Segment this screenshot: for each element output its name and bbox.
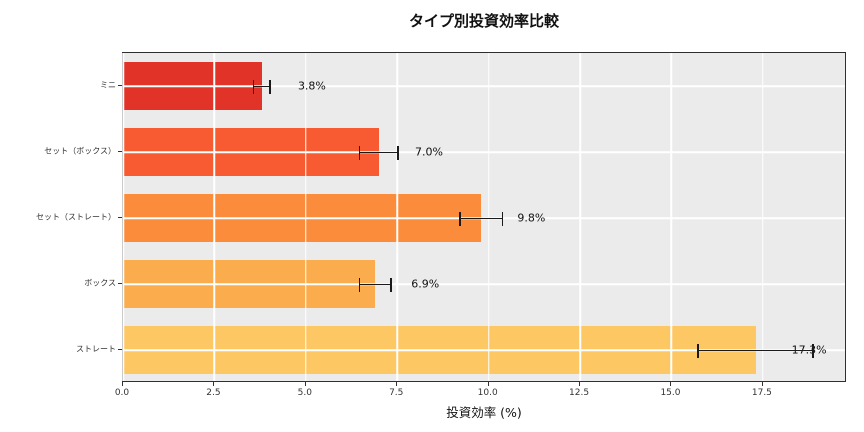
x-tick-mark [761, 382, 763, 386]
horizontal-gridline [123, 349, 845, 351]
bar-value-label: 3.8% [297, 79, 326, 93]
chart-title: タイプ別投資効率比較 [408, 12, 559, 30]
horizontal-gridline [123, 151, 845, 153]
x-axis-title: 投資効率 (%) [446, 405, 522, 420]
vertical-gridline [396, 53, 398, 381]
x-tick-label: 2.5 [206, 388, 221, 398]
y-tick-label: ミニ [100, 80, 116, 90]
error-bar-cap-left [252, 80, 255, 94]
x-tick-mark [396, 382, 398, 386]
bar-value-label: 9.8% [517, 211, 546, 225]
vertical-gridline [122, 53, 124, 381]
error-bar-cap-left [459, 212, 461, 226]
horizontal-gridline [123, 85, 845, 87]
x-tick-mark [122, 382, 123, 386]
y-tick-label: セット（ストレート） [36, 212, 116, 222]
horizontal-gridline [123, 283, 845, 285]
error-bar [252, 80, 272, 94]
y-tick-mark [118, 283, 122, 284]
y-tick-mark [118, 151, 122, 152]
x-tick-label: 12.5 [569, 388, 590, 398]
x-tick-mark [579, 382, 581, 386]
x-tick-mark [304, 382, 306, 386]
x-tick-mark [213, 382, 215, 386]
x-tick-mark [670, 382, 672, 386]
error-bar-cap-left [358, 146, 361, 160]
error-bar [697, 344, 815, 358]
error-bar-cap-left [697, 344, 699, 358]
error-bar-cap-right [397, 146, 400, 160]
y-tick-label: ボックス [84, 278, 116, 288]
x-tick-mark [487, 382, 489, 386]
vertical-gridline [670, 53, 673, 381]
vertical-gridline [762, 53, 764, 381]
plot-area: 3.8% 7.0% 9.8% 6.9% 17.3% [122, 52, 846, 382]
y-tick-mark [118, 349, 122, 350]
error-bar-cap-right [269, 80, 272, 94]
vertical-gridline [579, 53, 581, 381]
x-tick-label: 5.0 [297, 388, 312, 398]
y-tick-label: セット（ボックス） [44, 146, 116, 156]
bar-value-label: 6.9% [411, 277, 440, 291]
bar-value-label: 7.0% [414, 145, 443, 159]
vertical-gridline [487, 53, 490, 381]
y-tick-mark [118, 217, 122, 218]
error-bar [459, 212, 504, 226]
error-bar-cap-left [358, 278, 361, 292]
x-tick-label: 15.0 [660, 388, 681, 398]
error-bar [358, 146, 400, 160]
error-bar [358, 278, 392, 292]
x-tick-label: 0.0 [114, 388, 130, 398]
error-bar-cap-right [812, 344, 815, 358]
x-tick-label: 10.0 [477, 388, 498, 398]
vertical-gridline [305, 53, 307, 381]
vertical-gridline [213, 53, 216, 381]
error-bar-cap-right [390, 278, 392, 292]
y-tick-mark [118, 85, 122, 86]
y-tick-label: ストレート [76, 344, 116, 354]
x-tick-label: 7.5 [389, 388, 404, 398]
x-tick-label: 17.5 [751, 388, 772, 398]
error-bar-cap-right [501, 212, 504, 226]
